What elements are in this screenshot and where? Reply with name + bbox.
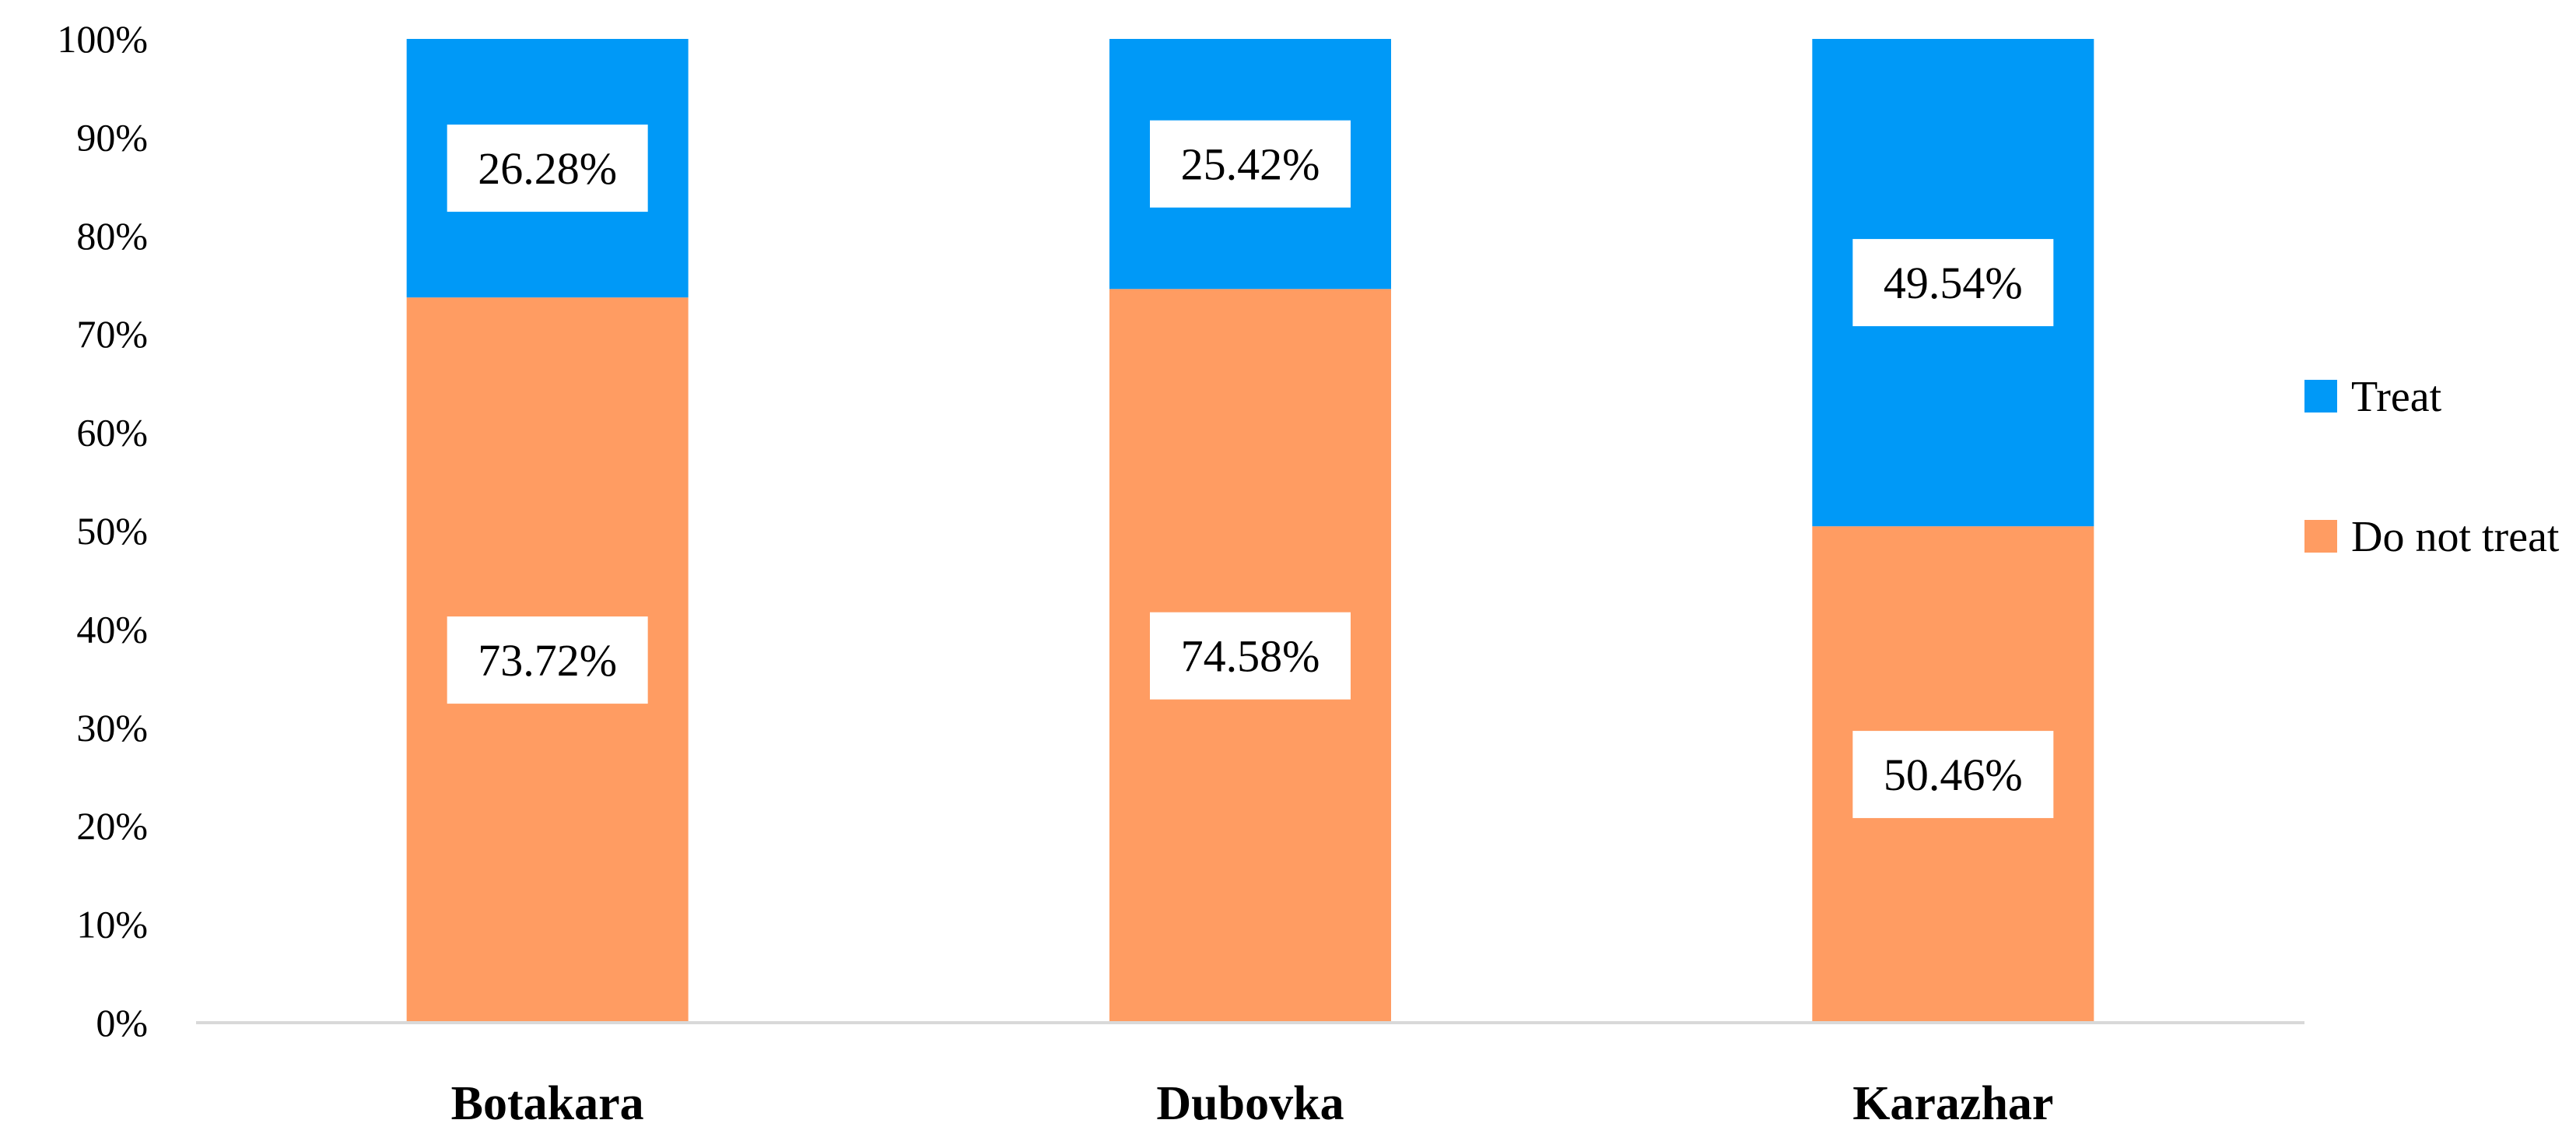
y-tick-label: 80% — [76, 214, 148, 258]
data-label: 25.42% — [1181, 139, 1320, 190]
data-label: 49.54% — [1884, 258, 2023, 308]
data-label-box — [447, 616, 648, 704]
data-label: 74.58% — [1181, 631, 1320, 682]
y-tick-label: 0% — [96, 1001, 148, 1044]
legend-swatch — [2304, 520, 2337, 553]
data-label-box — [1150, 120, 1351, 208]
y-tick-label: 40% — [76, 607, 148, 651]
data-label-box — [1150, 612, 1351, 700]
y-tick-label: 100% — [57, 17, 148, 61]
y-tick-label: 10% — [76, 903, 148, 946]
data-label: 73.72% — [478, 635, 617, 686]
y-tick-label: 70% — [76, 312, 148, 356]
data-label: 50.46% — [1884, 750, 2023, 800]
y-tick-label: 60% — [76, 411, 148, 455]
data-label-box — [1852, 239, 2054, 327]
category-label: Karazhar — [1852, 1077, 2053, 1130]
y-tick-label: 30% — [76, 706, 148, 750]
legend-label: Treat — [2351, 373, 2442, 421]
data-label-box — [447, 125, 648, 212]
y-tick-label: 20% — [76, 804, 148, 848]
y-tick-label: 50% — [76, 509, 148, 553]
legend-swatch — [2304, 380, 2337, 413]
data-label-box — [1852, 731, 2054, 819]
y-tick-label: 90% — [76, 115, 148, 159]
category-label: Botakara — [451, 1077, 644, 1130]
data-label: 26.28% — [478, 143, 617, 194]
category-label: Dubovka — [1156, 1077, 1344, 1130]
legend-label: Do not treat — [2351, 513, 2560, 561]
